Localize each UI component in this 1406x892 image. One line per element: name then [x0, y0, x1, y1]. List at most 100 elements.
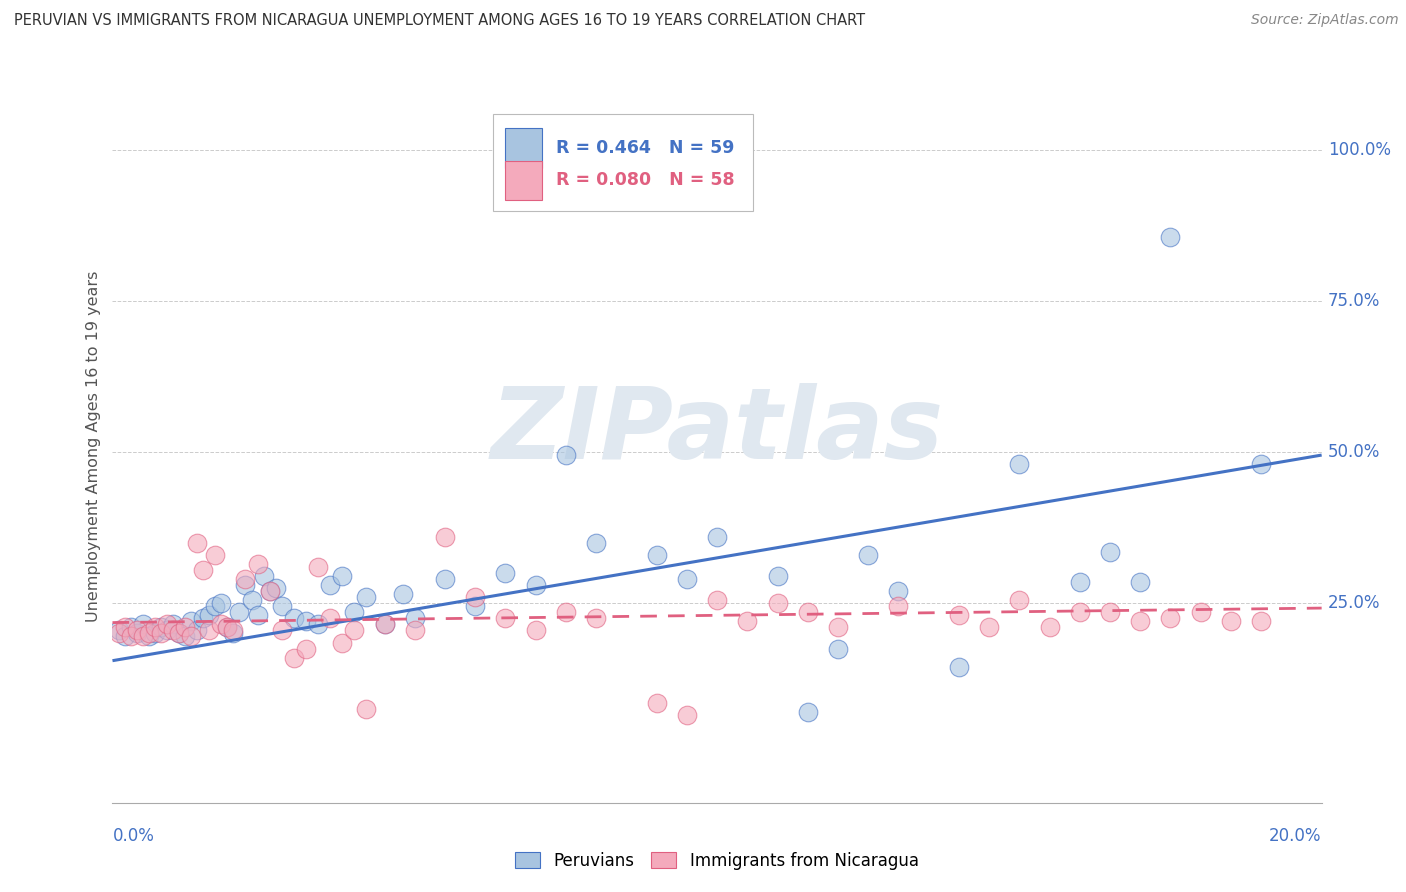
- Point: [180, 630, 202, 644]
- Point: [524, 624, 547, 638]
- Point: [198, 624, 221, 638]
- Point: [228, 605, 250, 619]
- Point: [198, 608, 221, 623]
- Point: [191, 563, 214, 577]
- Point: [125, 624, 148, 638]
- Text: R = 0.080   N = 58: R = 0.080 N = 58: [557, 171, 735, 189]
- Point: [259, 584, 281, 599]
- Point: [356, 590, 378, 604]
- Point: [356, 702, 378, 716]
- Point: [766, 569, 789, 583]
- Point: [464, 599, 486, 614]
- Point: [222, 624, 245, 638]
- Point: [174, 620, 197, 634]
- Point: [524, 578, 547, 592]
- Point: [167, 626, 190, 640]
- Point: [107, 626, 129, 640]
- Text: 100.0%: 100.0%: [1327, 141, 1391, 159]
- Point: [1220, 615, 1243, 629]
- Point: [156, 624, 179, 638]
- Point: [186, 535, 208, 549]
- Point: [495, 566, 517, 580]
- Point: [319, 611, 342, 625]
- Point: [217, 620, 239, 634]
- Point: [1069, 605, 1091, 619]
- Point: [143, 626, 166, 640]
- Point: [283, 650, 305, 665]
- Point: [374, 617, 396, 632]
- Point: [162, 624, 184, 638]
- Point: [120, 620, 142, 634]
- Point: [114, 630, 136, 644]
- Point: [307, 560, 329, 574]
- Point: [143, 620, 166, 634]
- Point: [464, 590, 486, 604]
- Point: [264, 581, 287, 595]
- Text: 0.0%: 0.0%: [112, 827, 155, 845]
- Point: [343, 624, 366, 638]
- Text: 75.0%: 75.0%: [1327, 292, 1381, 310]
- Point: [977, 620, 1000, 634]
- Point: [706, 530, 728, 544]
- Point: [856, 548, 880, 562]
- Point: [1129, 615, 1152, 629]
- FancyBboxPatch shape: [494, 114, 754, 211]
- Point: [1159, 230, 1181, 244]
- Point: [235, 572, 257, 586]
- Text: 50.0%: 50.0%: [1327, 443, 1381, 461]
- Point: [307, 617, 329, 632]
- Point: [585, 611, 607, 625]
- Point: [174, 630, 197, 644]
- Point: [235, 578, 257, 592]
- Point: [796, 705, 818, 719]
- Text: ZIPatlas: ZIPatlas: [491, 384, 943, 480]
- FancyBboxPatch shape: [506, 128, 541, 168]
- Point: [217, 620, 239, 634]
- Point: [554, 605, 576, 619]
- Point: [404, 624, 426, 638]
- Point: [120, 630, 142, 644]
- Point: [283, 611, 305, 625]
- Point: [1189, 605, 1212, 619]
- Point: [585, 535, 607, 549]
- Legend: Peruvians, Immigrants from Nicaragua: Peruvians, Immigrants from Nicaragua: [509, 846, 925, 877]
- Point: [706, 593, 728, 607]
- Point: [186, 624, 208, 638]
- Point: [343, 605, 366, 619]
- Point: [827, 620, 849, 634]
- Point: [132, 617, 155, 632]
- Point: [149, 620, 172, 634]
- Y-axis label: Unemployment Among Ages 16 to 19 years: Unemployment Among Ages 16 to 19 years: [86, 270, 101, 622]
- Text: 25.0%: 25.0%: [1327, 594, 1381, 612]
- Point: [319, 578, 342, 592]
- Point: [1098, 605, 1121, 619]
- Point: [107, 624, 129, 638]
- FancyBboxPatch shape: [506, 161, 541, 200]
- Point: [1159, 611, 1181, 625]
- Point: [495, 611, 517, 625]
- Point: [827, 641, 849, 656]
- Point: [330, 569, 353, 583]
- Point: [1098, 545, 1121, 559]
- Point: [433, 530, 456, 544]
- Point: [209, 617, 232, 632]
- Point: [1069, 575, 1091, 590]
- Point: [1250, 457, 1272, 471]
- Point: [259, 584, 281, 599]
- Point: [404, 611, 426, 625]
- Text: PERUVIAN VS IMMIGRANTS FROM NICARAGUA UNEMPLOYMENT AMONG AGES 16 TO 19 YEARS COR: PERUVIAN VS IMMIGRANTS FROM NICARAGUA UN…: [14, 13, 865, 29]
- Point: [887, 599, 910, 614]
- Point: [114, 620, 136, 634]
- Point: [766, 596, 789, 610]
- Point: [156, 617, 179, 632]
- Point: [645, 548, 668, 562]
- Point: [675, 572, 697, 586]
- Text: 20.0%: 20.0%: [1270, 827, 1322, 845]
- Point: [554, 448, 576, 462]
- Point: [180, 615, 202, 629]
- Point: [1008, 593, 1031, 607]
- Point: [948, 608, 970, 623]
- Point: [295, 641, 318, 656]
- Point: [270, 599, 292, 614]
- Point: [204, 548, 226, 562]
